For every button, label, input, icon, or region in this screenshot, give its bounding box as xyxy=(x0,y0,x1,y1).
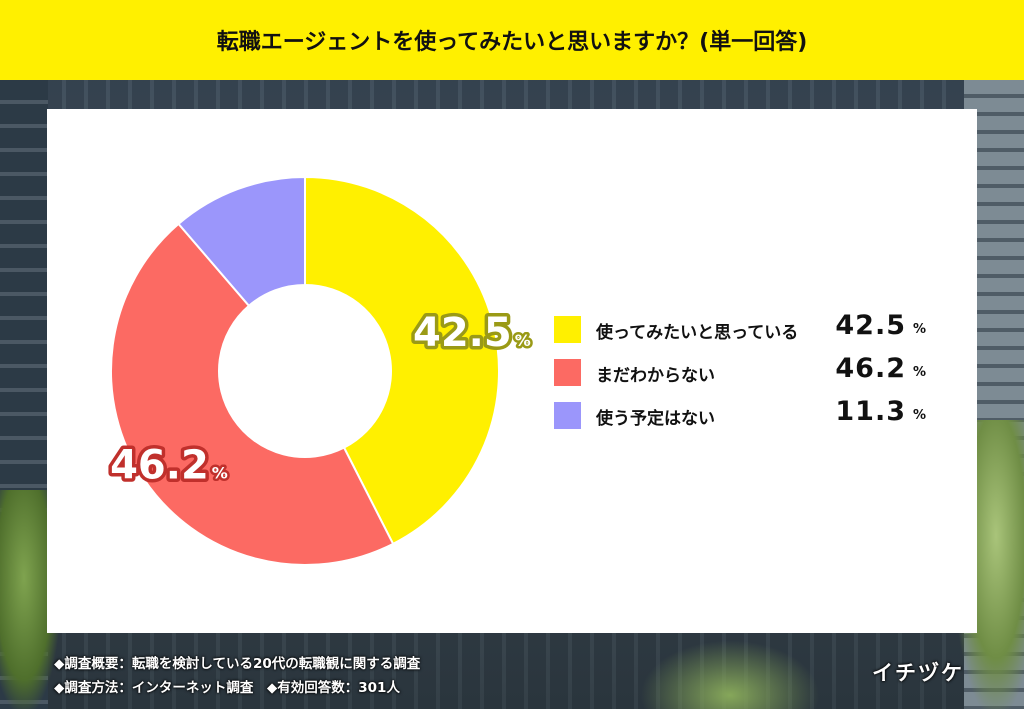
brand-logo-text: イチヅケ xyxy=(872,661,964,685)
donut-chart: 42.5 %46.2% xyxy=(107,175,533,566)
legend-unit-want: % xyxy=(912,322,926,337)
legend-label-want: 使ってみたいと思っている xyxy=(596,323,799,343)
legend-unit-no-plan: % xyxy=(912,408,926,423)
survey-overview: ◆調査概要：転職を検討している20代の転職観に関する調査 xyxy=(54,656,421,672)
legend-item-want: 使ってみたいと思っている 42.5 % xyxy=(554,310,934,343)
legend-swatch-undecided xyxy=(554,359,581,386)
legend-label-undecided: まだわからない xyxy=(596,366,715,386)
legend-swatch-want xyxy=(554,316,581,343)
donut-slice-undecided xyxy=(110,222,395,566)
chart-card: 42.5% 46.2% 使ってみたいと思っている 42.5 % まだわからない 4… xyxy=(47,109,977,633)
legend-item-undecided: まだわからない 46.2 % xyxy=(554,353,934,386)
chart-title: 転職エージェントを使ってみたいと思いますか？(単一回答) xyxy=(216,30,808,55)
donut-slice-want xyxy=(304,175,500,546)
donut-slice-no-plan xyxy=(177,175,306,308)
background-tree-bottom xyxy=(640,640,820,709)
legend-unit-undecided: % xyxy=(912,365,926,380)
legend-label-no-plan: 使う予定はない xyxy=(596,409,715,429)
legend-value-undecided: 46.2 xyxy=(835,353,906,384)
slice-label-undecided-unit: % xyxy=(212,464,228,483)
slice-label-undecided: 46.2 xyxy=(110,443,209,489)
survey-method: ◆調査方法：インターネット調査 ◆有効回答数：301人 xyxy=(54,680,400,696)
legend-value-no-plan: 11.3 xyxy=(835,396,906,427)
slice-label-want-unit: % xyxy=(515,331,531,350)
slice-label-want: 42.5 xyxy=(413,310,512,356)
legend-value-want: 42.5 xyxy=(835,310,906,341)
legend-swatch-no-plan xyxy=(554,402,581,429)
title-banner: 転職エージェントを使ってみたいと思いますか？(単一回答) xyxy=(0,0,1024,80)
legend-item-no-plan: 使う予定はない 11.3 % xyxy=(554,396,934,429)
